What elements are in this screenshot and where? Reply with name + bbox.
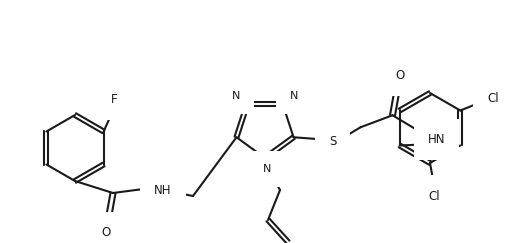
Text: S: S <box>329 135 336 148</box>
Text: NH: NH <box>154 183 172 197</box>
Text: N: N <box>232 91 241 101</box>
Text: F: F <box>111 93 118 106</box>
Text: Cl: Cl <box>487 92 499 105</box>
Text: N: N <box>289 91 298 101</box>
Text: O: O <box>101 226 111 240</box>
Text: Cl: Cl <box>428 190 440 202</box>
Text: HN: HN <box>428 133 445 146</box>
Text: O: O <box>395 69 404 82</box>
Text: N: N <box>263 164 271 174</box>
